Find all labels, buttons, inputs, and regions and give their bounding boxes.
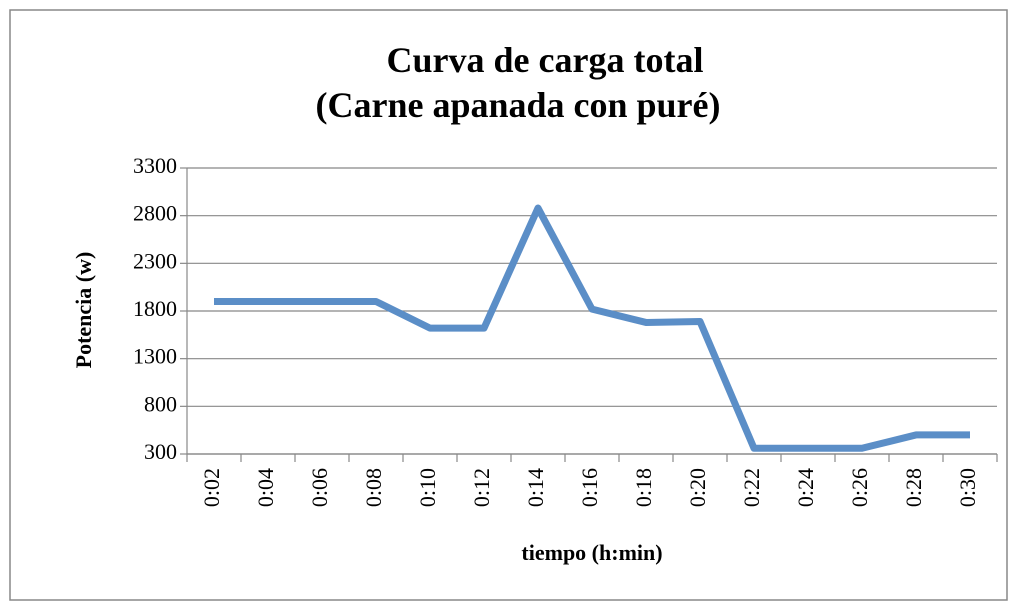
x-axis-label: tiempo (h:min)	[521, 540, 662, 565]
x-tick-label: 0:10	[415, 468, 440, 507]
x-tick-label: 0:30	[955, 468, 980, 507]
x-tick-label: 0:08	[361, 468, 386, 507]
y-tick-label: 3300	[133, 153, 177, 178]
x-tick-label: 0:12	[469, 468, 494, 507]
y-tick-label: 1300	[133, 344, 177, 369]
x-tick-label: 0:26	[847, 468, 872, 507]
x-tick-label: 0:04	[253, 468, 278, 507]
data-line	[214, 204, 970, 452]
x-tick-label: 0:02	[199, 468, 224, 507]
y-tick-label: 2300	[133, 248, 177, 273]
y-tick-label: 1800	[133, 296, 177, 321]
x-tick-label: 0:24	[793, 468, 818, 507]
x-tick-label: 0:14	[523, 468, 548, 507]
y-axis-label: Potencia (w)	[71, 252, 96, 369]
x-tick-label: 0:18	[631, 468, 656, 507]
chart-border	[9, 9, 1008, 601]
x-tick-label: 0:22	[739, 468, 764, 507]
y-tick-label: 800	[144, 391, 177, 416]
x-tick-label: 0:06	[307, 468, 332, 507]
x-tick-label: 0:16	[577, 468, 602, 507]
y-tick-label: 2800	[133, 201, 177, 226]
x-tick-label: 0:20	[685, 468, 710, 507]
chart-title: Curva de carga total	[387, 40, 704, 80]
y-tick-label: 300	[144, 439, 177, 464]
chart-subtitle: (Carne apanada con puré)	[315, 85, 720, 125]
x-tick-label: 0:28	[901, 468, 926, 507]
